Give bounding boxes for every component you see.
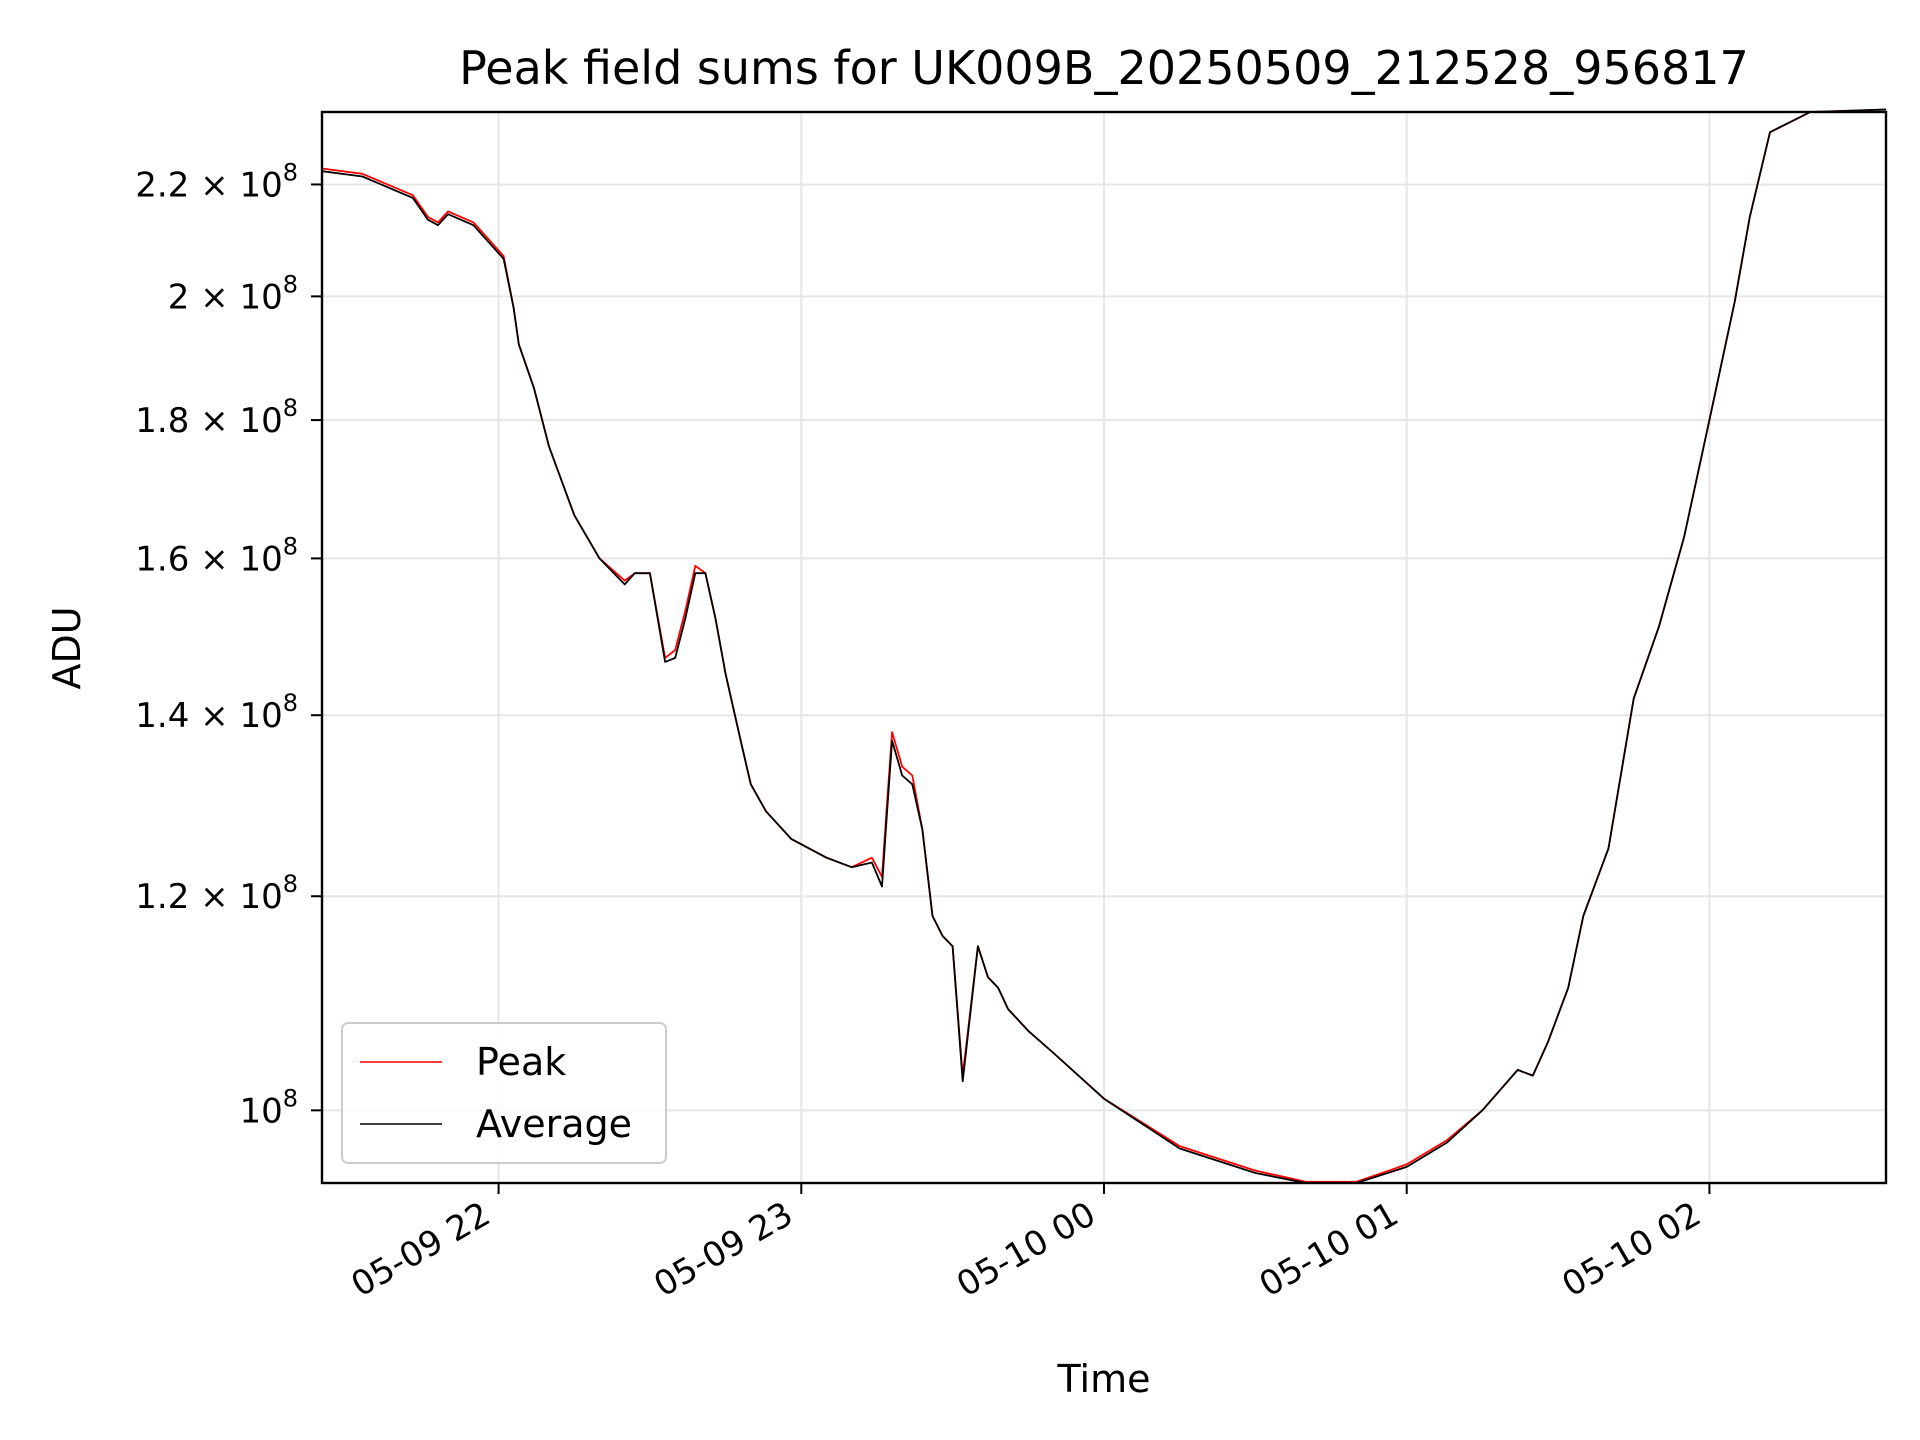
y-tick-label: 1.4 × 108 (135, 689, 298, 736)
series-line-average (321, 108, 1887, 1184)
y-tick-label: 1.6 × 108 (135, 532, 298, 579)
y-tick-label: 1.8 × 108 (135, 394, 298, 441)
y-tick-label: 1.2 × 108 (135, 870, 298, 917)
y-tick-label: 2 × 108 (168, 270, 298, 317)
series-lines (321, 108, 1887, 1184)
y-axis-title: ADU (45, 606, 89, 689)
legend-label-peak: Peak (476, 1040, 566, 1084)
y-tick-label: 108 (239, 1084, 298, 1131)
y-axis: 2.2 × 108 2 × 108 1.8 × 108 1.6 × 108 1.4 × … (135, 158, 322, 1131)
legend: Peak Average (341, 1022, 667, 1164)
y-tick-label: 2.2 × 108 (135, 158, 298, 205)
chart-title: Peak field sums for UK009B_20250509_2125… (459, 41, 1749, 95)
legend-box (341, 1022, 667, 1164)
x-axis-title: Time (1057, 1357, 1151, 1401)
legend-label-average: Average (476, 1102, 632, 1146)
